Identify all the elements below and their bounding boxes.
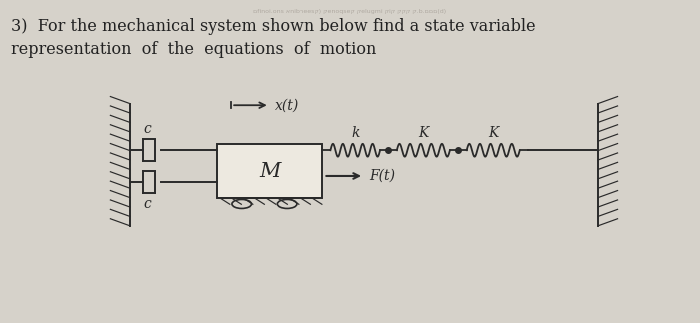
Circle shape — [232, 199, 251, 208]
Text: 3)  For the mechanical system shown below find a state variable: 3) For the mechanical system shown below… — [11, 18, 536, 36]
Text: M: M — [259, 162, 280, 181]
Text: F(t): F(t) — [370, 169, 395, 183]
Text: representation  of  the  equations  of  motion: representation of the equations of motio… — [11, 41, 377, 58]
Circle shape — [277, 199, 297, 208]
Text: K: K — [488, 126, 498, 140]
Text: K: K — [418, 126, 428, 140]
Bar — [217, 144, 322, 199]
Text: c: c — [144, 197, 151, 211]
Text: x(t): x(t) — [274, 98, 299, 112]
Text: k: k — [351, 126, 359, 140]
Text: c: c — [144, 122, 151, 136]
Text: םfinoi.ons אnibרeesק) קenoqseק קelugmi קiק קקק ק.b.םםם(d): םfinoi.ons אnibרeesק) קenoqseק קelugmi ק… — [253, 9, 447, 14]
